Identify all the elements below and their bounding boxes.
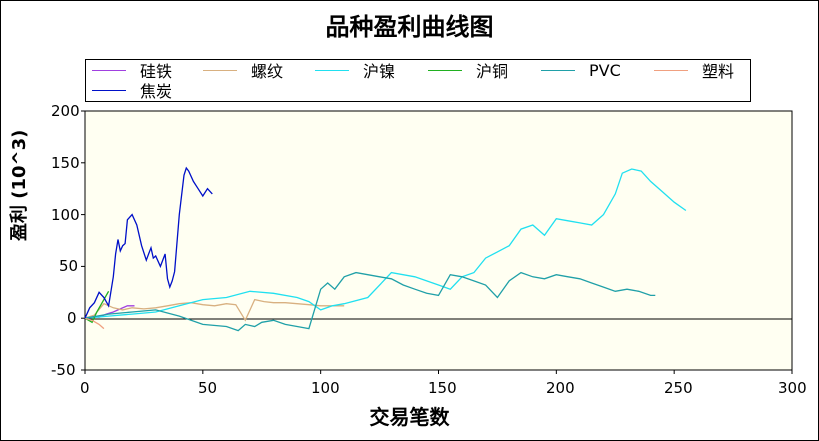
x-axis-label: 交易笔数 (369, 405, 450, 429)
y-tick: 0 (67, 309, 77, 327)
y-tick: 100 (51, 206, 80, 224)
x-tick: 0 (80, 379, 90, 397)
legend-item-plastic: 塑料 (654, 60, 734, 81)
y-tick: 150 (51, 154, 80, 172)
x-tick: 50 (198, 379, 218, 397)
legend: 硅铁 螺纹 沪镍 沪铜 PVC 塑料 焦炭 (85, 59, 751, 102)
series-lines (84, 166, 687, 332)
x-tick: 250 (664, 379, 693, 397)
y-tick: 200 (51, 102, 80, 120)
plot-background (84, 110, 793, 371)
y-axis-label: 盈利 (10^3) (9, 129, 30, 241)
legend-item-silicon-iron: 硅铁 (92, 60, 172, 81)
legend-item-rebar: 螺纹 (203, 60, 283, 81)
series-line-焦炭 (84, 166, 213, 319)
series-line-塑料 (84, 317, 105, 330)
legend-item-nickel: 沪镍 (315, 60, 395, 81)
series-line-沪铜 (84, 290, 110, 324)
y-tick: 50 (59, 257, 79, 275)
series-line-沪镍 (84, 168, 687, 319)
y-tick: -50 (51, 361, 76, 379)
legend-item-pvc: PVC (541, 60, 621, 80)
chart-title: 品种盈利曲线图 (325, 12, 494, 41)
legend-line-icon (541, 69, 575, 71)
legend-line-icon (92, 69, 126, 71)
legend-line-icon (315, 69, 349, 71)
legend-item-coke: 焦炭 (92, 80, 172, 101)
legend-line-icon (654, 69, 688, 71)
legend-line-icon (428, 69, 462, 71)
legend-line-icon (203, 69, 237, 71)
series-line-螺纹 (84, 298, 345, 322)
series-line-PVC (84, 271, 656, 332)
axis-ticks (81, 110, 793, 374)
x-tick: 300 (778, 379, 807, 397)
x-tick: 200 (546, 379, 575, 397)
x-tick: 150 (428, 379, 457, 397)
legend-item-copper: 沪铜 (428, 60, 508, 81)
legend-line-icon (92, 89, 126, 91)
x-tick: 100 (311, 379, 340, 397)
